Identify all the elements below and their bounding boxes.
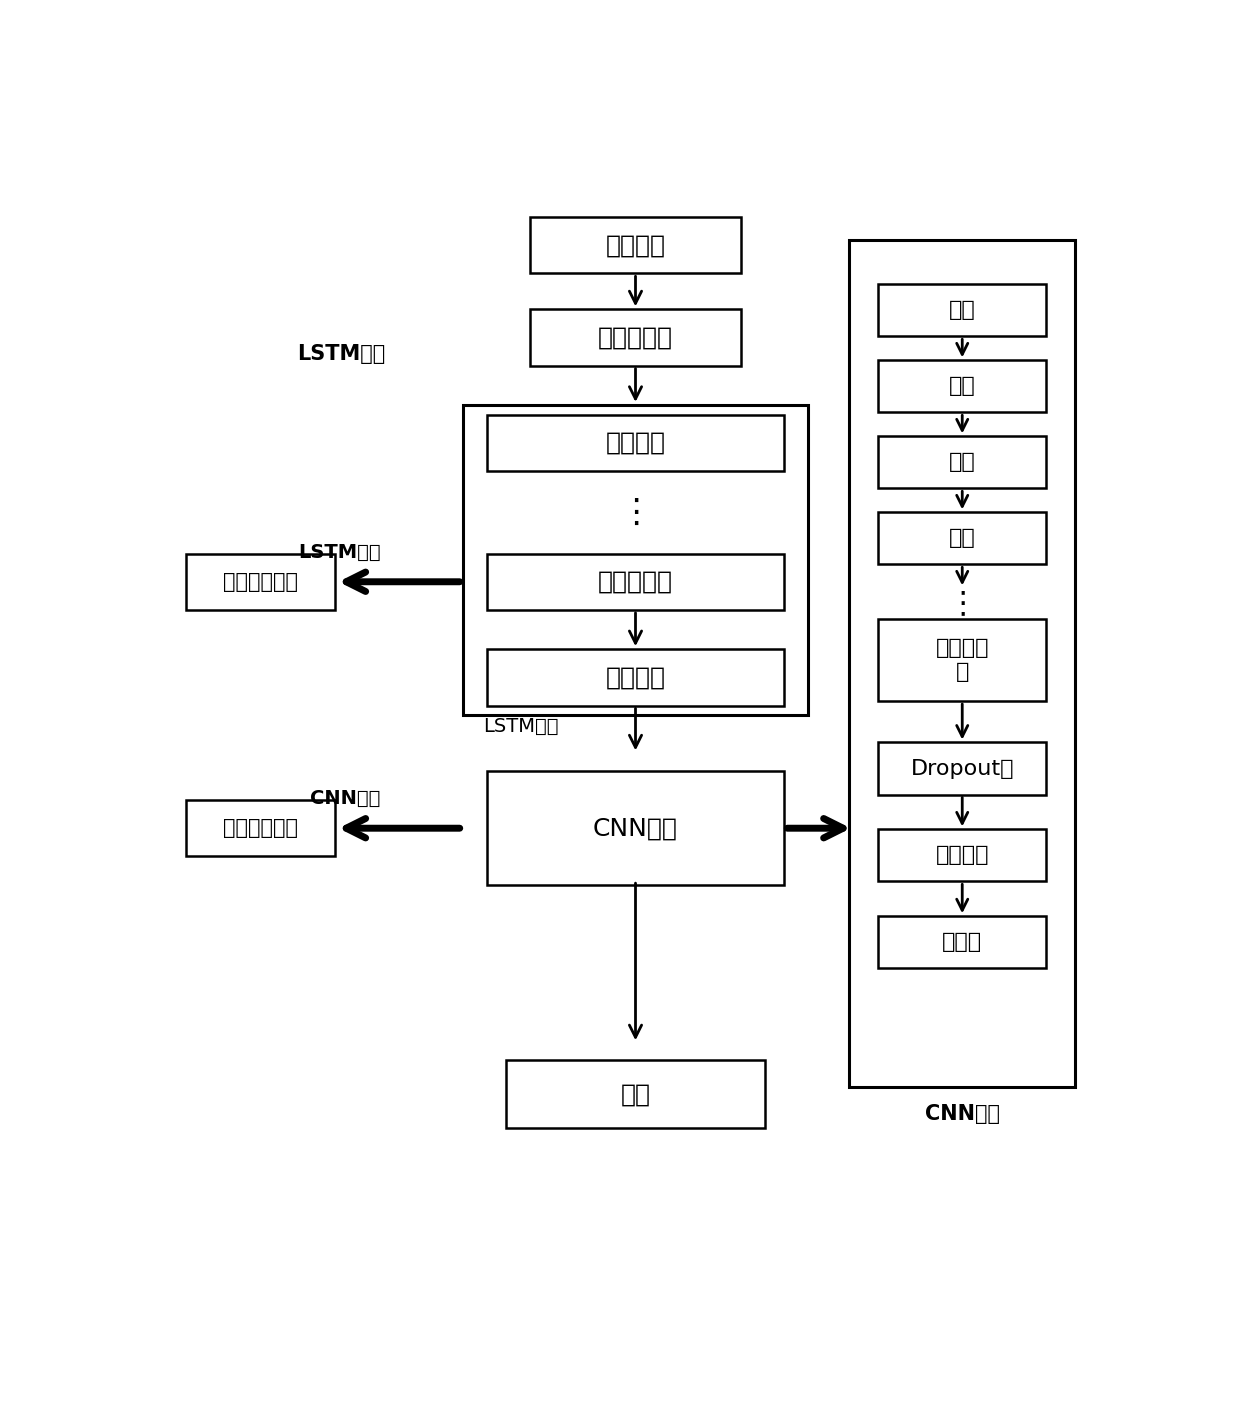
FancyBboxPatch shape <box>878 916 1047 969</box>
Text: 卷积: 卷积 <box>949 453 976 472</box>
FancyBboxPatch shape <box>486 771 785 885</box>
FancyBboxPatch shape <box>878 436 1047 488</box>
Text: LSTM输出: LSTM输出 <box>298 543 381 563</box>
Text: CNN模型: CNN模型 <box>593 816 678 840</box>
Text: 池化: 池化 <box>949 529 976 548</box>
FancyBboxPatch shape <box>878 512 1047 564</box>
Text: 提取时序信息: 提取时序信息 <box>223 572 298 592</box>
FancyBboxPatch shape <box>486 649 785 705</box>
Text: 全连接层: 全连接层 <box>605 666 666 689</box>
FancyBboxPatch shape <box>186 799 335 856</box>
Text: 全连接层: 全连接层 <box>935 846 990 866</box>
Text: CNN模型: CNN模型 <box>925 1104 999 1124</box>
Text: CNN输出: CNN输出 <box>310 790 381 808</box>
FancyBboxPatch shape <box>878 619 1047 701</box>
Text: 注意力机制: 注意力机制 <box>598 570 673 594</box>
Text: 输出层: 输出层 <box>942 932 982 952</box>
Text: LSTM模型: LSTM模型 <box>298 344 386 364</box>
FancyBboxPatch shape <box>486 554 785 611</box>
Text: 输入单元: 输入单元 <box>605 431 666 455</box>
Text: 提取空间信息: 提取空间信息 <box>223 818 298 838</box>
FancyBboxPatch shape <box>506 1060 765 1128</box>
FancyBboxPatch shape <box>463 405 808 715</box>
FancyBboxPatch shape <box>878 285 1047 337</box>
FancyBboxPatch shape <box>529 309 742 365</box>
Text: ⋮: ⋮ <box>619 496 652 529</box>
Text: 卷积: 卷积 <box>949 300 976 320</box>
Text: 数据预处理: 数据预处理 <box>598 326 673 350</box>
Text: 注意力机
制: 注意力机 制 <box>935 639 990 681</box>
Text: ⋮: ⋮ <box>947 589 977 618</box>
FancyBboxPatch shape <box>849 240 1075 1087</box>
FancyBboxPatch shape <box>486 415 785 471</box>
FancyBboxPatch shape <box>878 829 1047 881</box>
FancyBboxPatch shape <box>186 554 335 611</box>
FancyBboxPatch shape <box>878 743 1047 795</box>
FancyBboxPatch shape <box>529 217 742 274</box>
Text: Dropout层: Dropout层 <box>910 759 1014 778</box>
Text: 历史数据: 历史数据 <box>605 233 666 257</box>
Text: 输出: 输出 <box>620 1083 651 1107</box>
Text: LSTM输出: LSTM输出 <box>484 716 558 736</box>
Text: 池化: 池化 <box>949 376 976 396</box>
FancyBboxPatch shape <box>878 361 1047 412</box>
